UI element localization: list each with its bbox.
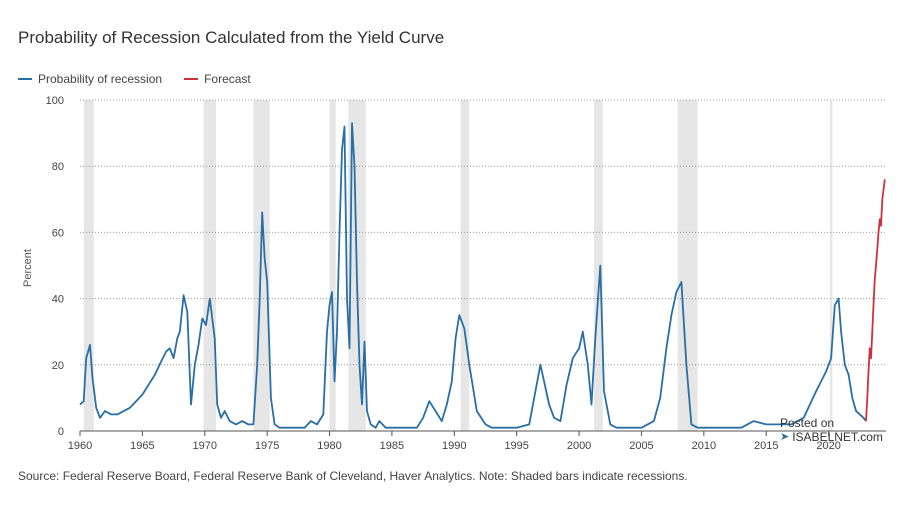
watermark-line1: Posted on [780,416,835,430]
x-tick-label: 2010 [692,440,716,452]
recession-band-8 [829,100,833,431]
y-tick-label: 60 [52,227,64,239]
recession-bands [83,100,833,431]
x-tick-label: 1960 [68,440,92,452]
legend: Probability of recession Forecast [18,72,251,86]
x-tick-label: 1980 [317,440,341,452]
recession-band-5 [460,100,470,431]
watermark-brand: ➤ ISABELNET.com [780,430,883,444]
series-lines [79,122,886,429]
x-tick-label: 1975 [255,440,279,452]
x-tick-label: 2000 [567,440,591,452]
x-tick-label: 1970 [193,440,217,452]
axes: 0 20 40 60 80 100 1960 1965 1970 1975 1980 1985 1990… [46,95,886,452]
x-tick-label: 2005 [629,440,653,452]
legend-item-probability: Probability of recession [18,72,162,86]
recession-band-6 [594,100,603,431]
legend-swatch-probability [18,78,32,80]
y-tick-label: 100 [46,95,64,107]
watermark: Posted on ➤ ISABELNET.com [780,416,883,444]
y-tick-label: 0 [58,426,64,438]
y-tick-label: 80 [52,161,64,173]
y-tick-label: 40 [52,294,64,306]
gridlines [80,99,886,366]
recession-band-1 [203,100,216,431]
legend-label-forecast: Forecast [204,72,251,86]
chart-title: Probability of Recession Calculated from… [18,28,445,47]
x-tick-label: 2015 [754,440,778,452]
x-tick-label: 1995 [504,440,528,452]
recession-band-7 [677,100,698,431]
legend-swatch-forecast [184,78,199,80]
y-axis-label: Percent [22,249,34,287]
legend-item-forecast: Forecast [184,72,251,86]
series-line-probability [79,122,867,429]
source-note: Source: Federal Reserve Board, Federal R… [18,469,688,483]
x-tick-label: 1990 [442,440,466,452]
watermark-line2: ISABELNET.com [792,430,883,444]
x-tick-label: 1965 [130,440,154,452]
series-line-forecast [865,179,886,422]
recession-band-3 [329,100,336,431]
legend-label-probability: Probability of recession [38,72,163,86]
y-tick-label: 20 [52,360,64,372]
x-tick-label: 1985 [380,440,404,452]
x-tick-label: 2020 [816,440,840,452]
recession-band-0 [83,100,94,431]
bird-icon: ➤ [780,431,790,443]
